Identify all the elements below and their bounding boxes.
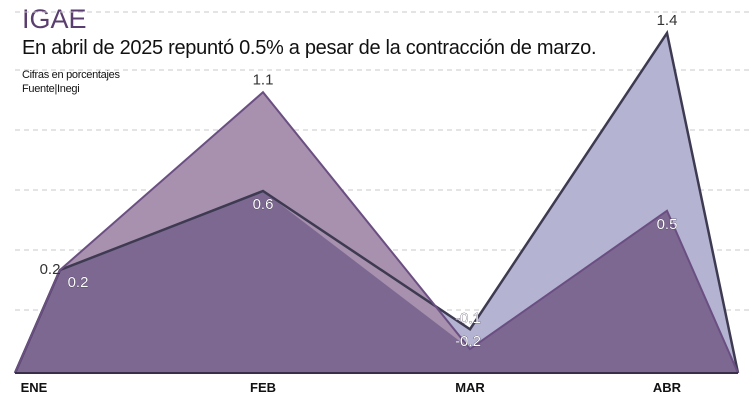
data-label: 1.1 bbox=[253, 71, 274, 88]
data-label: 0.2 bbox=[68, 274, 89, 291]
source-note: Fuente|Inegi bbox=[22, 83, 80, 95]
x-tick-label: FEB bbox=[250, 380, 276, 395]
data-label: -0.1 bbox=[455, 310, 481, 327]
series-b-line bbox=[14, 90, 739, 374]
overlap-area bbox=[15, 191, 738, 373]
data-label: 0.2 bbox=[40, 261, 61, 278]
data-label: 1.4 bbox=[657, 12, 678, 29]
x-tick-label: ABR bbox=[653, 380, 682, 395]
units-note: Cifras en porcentajes bbox=[22, 69, 120, 81]
data-label: 0.6 bbox=[253, 196, 274, 213]
x-tick-label: MAR bbox=[455, 380, 485, 395]
data-label: -0.2 bbox=[455, 333, 481, 350]
chart-title: IGAE bbox=[22, 4, 87, 34]
x-tick-label: ENE bbox=[21, 380, 48, 395]
data-label: 0.5 bbox=[657, 216, 678, 233]
chart-notes: Cifras en porcentajes Fuente|Inegi bbox=[22, 68, 120, 96]
chart-subtitle: En abril de 2025 repuntó 0.5% a pesar de… bbox=[22, 37, 597, 59]
